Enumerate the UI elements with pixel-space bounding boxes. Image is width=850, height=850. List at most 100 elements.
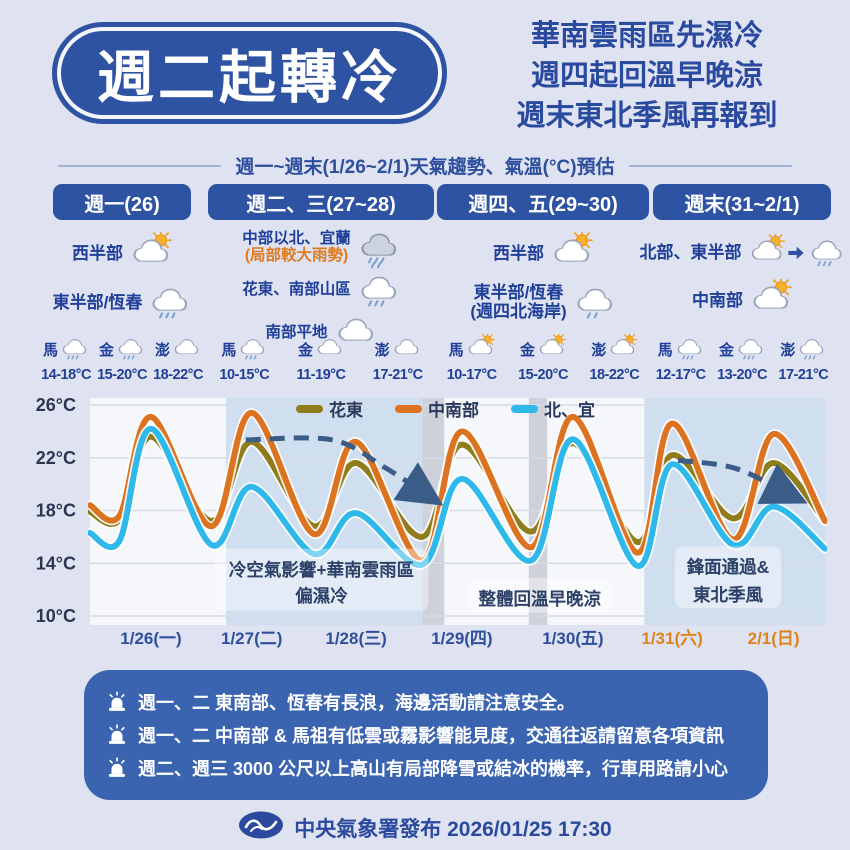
sun-cloud-icon: [611, 334, 638, 355]
subtitle-text: 週一~週末(1/26~2/1)天氣趨勢、氣溫(°C)預估: [235, 157, 615, 178]
island-icon-row: 澎: [375, 334, 421, 364]
rain-icon: [361, 276, 396, 307]
outlying-islands-row: 馬 14-18°C 金 15-20°C 澎 18-22°C: [38, 334, 206, 383]
chart-annotation: 偏濕冷: [295, 586, 348, 606]
island-icon-row: 金: [99, 334, 145, 364]
legend-item: 北、宜: [511, 396, 595, 421]
region-name: 西半部: [493, 244, 544, 264]
island-name: 金: [298, 341, 314, 359]
region-weather-icons: [356, 269, 400, 312]
forecast-column: 週末(31~2/1) 北部、東半部中南部馬 12-17°C 金 13-20°C 澎 17-2…: [640, 184, 841, 384]
legend-label: 中南部: [428, 401, 479, 420]
chart-band: [528, 398, 548, 625]
region-name: 北部、東半部: [640, 243, 742, 263]
sun-cloud-icon: [751, 234, 785, 260]
sun-cloud-icon: [554, 232, 593, 262]
region-row: 花東、南部山區: [206, 269, 436, 312]
island-temp-range: 10-15°C: [219, 367, 270, 383]
headline-line: 華南雲雨區先濕冷: [530, 20, 763, 52]
rain-icon: [152, 288, 188, 319]
outlying-islands-row: 馬 10-15°C 金 11-19°C 澎 17-21°C: [206, 334, 436, 383]
notice-item: 週一、二 中南部 & 馬祖有低雲或霧影響能見度，交通往返請留意各項資訊: [106, 722, 746, 748]
chart-annotation: 冷空氣影響+華南雲雨區: [229, 560, 414, 580]
x-axis-label: 2/1(日): [748, 629, 800, 648]
region-name-line: 花東、南部山區: [242, 281, 351, 299]
island-temp-range: 18-22°C: [589, 367, 640, 383]
region-name-line: 中南部: [692, 290, 743, 310]
region-name-line: (局部較大雨勢): [244, 247, 349, 265]
island-temp-range: 14-18°C: [41, 367, 91, 383]
rain-icon: [800, 339, 824, 361]
series-北、宜: [88, 425, 827, 569]
island-temp-range: 15-20°C: [518, 367, 568, 383]
y-axis-label: 18°C: [36, 501, 76, 521]
chart-annotation: 東北季風: [693, 585, 763, 605]
footer-text: 中央氣象署發布 2026/01/25 17:30: [294, 817, 612, 841]
page-title: 週二起轉冷: [52, 22, 447, 124]
region-weather-icons: [748, 279, 792, 322]
x-axis-label: 1/31(六): [641, 628, 702, 648]
x-axis-label: 1/28(三): [325, 629, 386, 648]
region-row: 北部、東半部: [640, 234, 841, 271]
light-rain-icon: [577, 288, 612, 319]
island-cell: 澎 18-22°C: [579, 334, 650, 383]
notice-text: 週二、週三 3000 公尺以上高山有局部降雪或結冰的機率，行車用路請小心: [138, 759, 729, 779]
legend-item: 花東: [296, 396, 363, 421]
region-name-line: 南部平地: [265, 323, 328, 341]
outlying-islands-row: 馬 12-17°C 金 13-20°C 澎 17-21°C: [650, 334, 834, 383]
trend-arrow: [677, 457, 808, 504]
rain-icon: [811, 240, 841, 267]
region-row: 東半部/恆春 (週四北海岸): [436, 281, 650, 324]
divider-line: [58, 164, 222, 167]
y-axis-label: 26°C: [36, 395, 76, 415]
island-name: 金: [718, 341, 734, 359]
legend-swatch: [395, 404, 422, 413]
region-name: 中部以北、宜蘭 (局部較大雨勢): [242, 230, 351, 266]
island-name: 馬: [221, 341, 237, 359]
forecast-column: 週一(26) 西半部 東半部/恆春馬 14-18°C 金 15-20°C 澎 18-22°C: [38, 184, 206, 384]
island-temp-range: 18-22°C: [153, 367, 203, 383]
region-weather-icons: [549, 232, 593, 275]
island-icon-row: 馬: [221, 334, 267, 364]
column-header: 週四、五(29~30): [437, 184, 649, 220]
island-name: 金: [519, 341, 535, 359]
chart-subtitle-row: 週一~週末(1/26~2/1)天氣趨勢、氣溫(°C)預估: [58, 152, 792, 179]
region-row: 中南部: [650, 279, 834, 322]
island-name: 馬: [42, 341, 58, 359]
region-name: 中南部: [692, 291, 743, 311]
island-name: 澎: [154, 341, 170, 359]
island-name: 金: [98, 341, 114, 359]
island-temp-range: 17-21°C: [372, 367, 423, 383]
region-name-line: 西半部: [72, 243, 123, 263]
heavy-rain-icon: [361, 233, 396, 269]
island-icon-row: 金: [520, 334, 566, 364]
cloud-icon: [174, 339, 199, 355]
legend-item: 中南部: [395, 396, 479, 421]
arrow-right-icon: [787, 246, 804, 259]
region-row: 西半部: [436, 232, 650, 275]
island-cell: 金 11-19°C: [283, 334, 360, 383]
column-header: 週末(31~2/1): [653, 184, 831, 220]
siren-icon: [108, 691, 126, 711]
region-name-line: 東半部/恆春: [52, 292, 143, 312]
region-row: 南部平地: [206, 311, 436, 354]
siren-icon: [108, 724, 126, 744]
outlying-islands-row: 馬 10-17°C 金 15-20°C 澎 18-22°C: [436, 334, 650, 383]
island-cell: 澎 18-22°C: [150, 334, 206, 383]
region-name: 西半部: [72, 244, 123, 264]
island-name: 馬: [657, 341, 673, 359]
island-name: 澎: [591, 341, 607, 359]
sun-cloud-icon: [468, 334, 495, 355]
region-name: 東半部/恆春: [53, 293, 143, 313]
footer: 中央氣象署發布 2026/01/25 17:30: [0, 810, 850, 845]
island-icon-row: 澎: [591, 334, 638, 364]
region-name: 南部平地: [265, 324, 327, 342]
notice-item: 週二、週三 3000 公尺以上高山有局部降雪或結冰的機率，行車用路請小心: [106, 755, 746, 781]
rain-icon: [241, 339, 265, 361]
island-icon-row: 澎: [780, 334, 826, 364]
cloud-icon: [317, 339, 342, 355]
region-weather-icons: [747, 234, 845, 271]
island-cell: 馬 10-15°C: [206, 334, 283, 383]
siren-icon: [108, 757, 126, 777]
